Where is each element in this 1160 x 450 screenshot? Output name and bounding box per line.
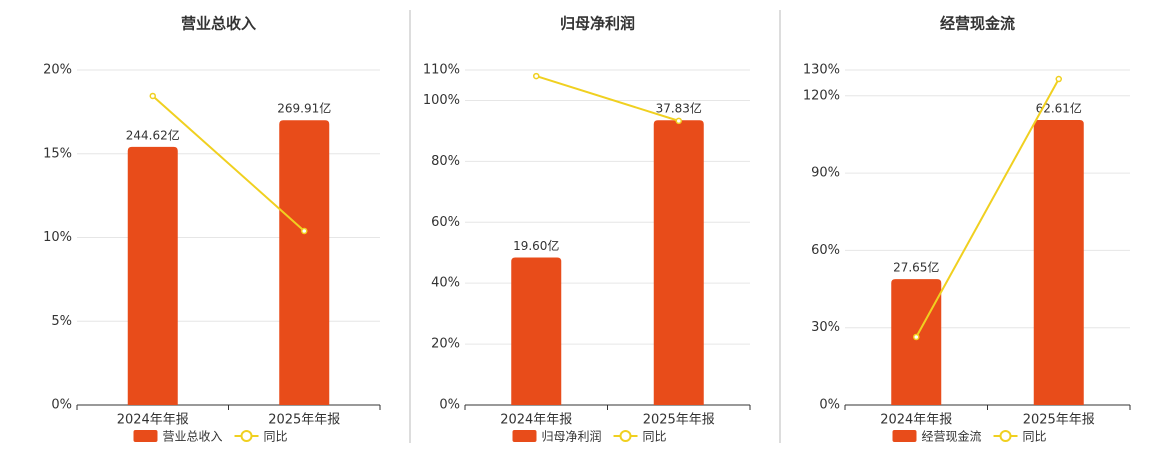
legend-swatch <box>619 430 632 442</box>
bar <box>511 257 562 405</box>
chart-title: 归母净利润 <box>560 15 635 33</box>
legend-swatch <box>512 430 537 442</box>
y-tick-label: 15% <box>43 146 72 161</box>
legend-swatch <box>892 430 917 442</box>
bar <box>891 279 942 405</box>
x-tick-label: 2024年年报 <box>500 413 572 428</box>
y-tick-label: 80% <box>431 154 460 169</box>
point <box>913 333 920 341</box>
legend-label: 同比 <box>264 430 288 444</box>
legend-label: 经营现金流 <box>922 429 982 444</box>
y-tick-label: 0% <box>819 398 840 413</box>
legend-swatch <box>133 430 158 442</box>
legend-swatch <box>999 430 1012 442</box>
x-tick-label: 2024年年报 <box>117 413 189 428</box>
data-label: 37.83亿 <box>656 101 702 116</box>
legend-label: 同比 <box>1023 430 1047 444</box>
bar <box>127 146 178 405</box>
y-tick-label: 60% <box>811 243 840 258</box>
bar <box>653 120 704 406</box>
line <box>535 75 680 122</box>
y-tick-label: 60% <box>431 215 460 230</box>
x-tick-label: 2024年年报 <box>880 413 952 428</box>
point <box>1055 75 1062 83</box>
x-tick-label: 2025年年报 <box>643 413 715 428</box>
line <box>915 78 1060 338</box>
y-tick-label: 100% <box>423 93 460 108</box>
bar <box>279 120 330 405</box>
legend-label: 营业总收入 <box>163 430 223 444</box>
legend-label: 归母净利润 <box>542 430 602 444</box>
y-tick-label: 0% <box>439 398 460 413</box>
legend-swatch <box>240 430 253 442</box>
y-tick-label: 0% <box>51 398 72 413</box>
point <box>675 117 682 125</box>
y-tick-label: 90% <box>811 166 840 181</box>
data-label: 19.60亿 <box>513 238 559 253</box>
point <box>301 227 308 235</box>
chart-title: 营业总收入 <box>181 15 256 33</box>
data-label: 27.65亿 <box>893 260 939 275</box>
y-tick-label: 20% <box>43 63 72 78</box>
point <box>149 92 156 100</box>
legend-label: 同比 <box>643 430 667 444</box>
point <box>533 72 540 80</box>
x-tick-label: 2025年年报 <box>268 413 340 428</box>
x-tick-label: 2025年年报 <box>1023 413 1095 428</box>
data-label: 269.91亿 <box>277 101 331 116</box>
chart-title: 经营现金流 <box>940 15 1015 33</box>
data-label: 62.61亿 <box>1036 101 1082 116</box>
y-tick-label: 20% <box>431 337 460 352</box>
y-tick-label: 10% <box>43 230 72 245</box>
y-tick-label: 5% <box>51 314 72 329</box>
bar <box>1033 120 1084 406</box>
y-tick-label: 110% <box>423 63 460 78</box>
y-tick-label: 120% <box>803 88 840 103</box>
y-tick-label: 30% <box>811 320 840 335</box>
data-label: 244.62亿 <box>126 127 180 142</box>
y-tick-label: 130% <box>803 63 840 78</box>
line <box>152 95 305 232</box>
y-tick-label: 40% <box>431 276 460 291</box>
